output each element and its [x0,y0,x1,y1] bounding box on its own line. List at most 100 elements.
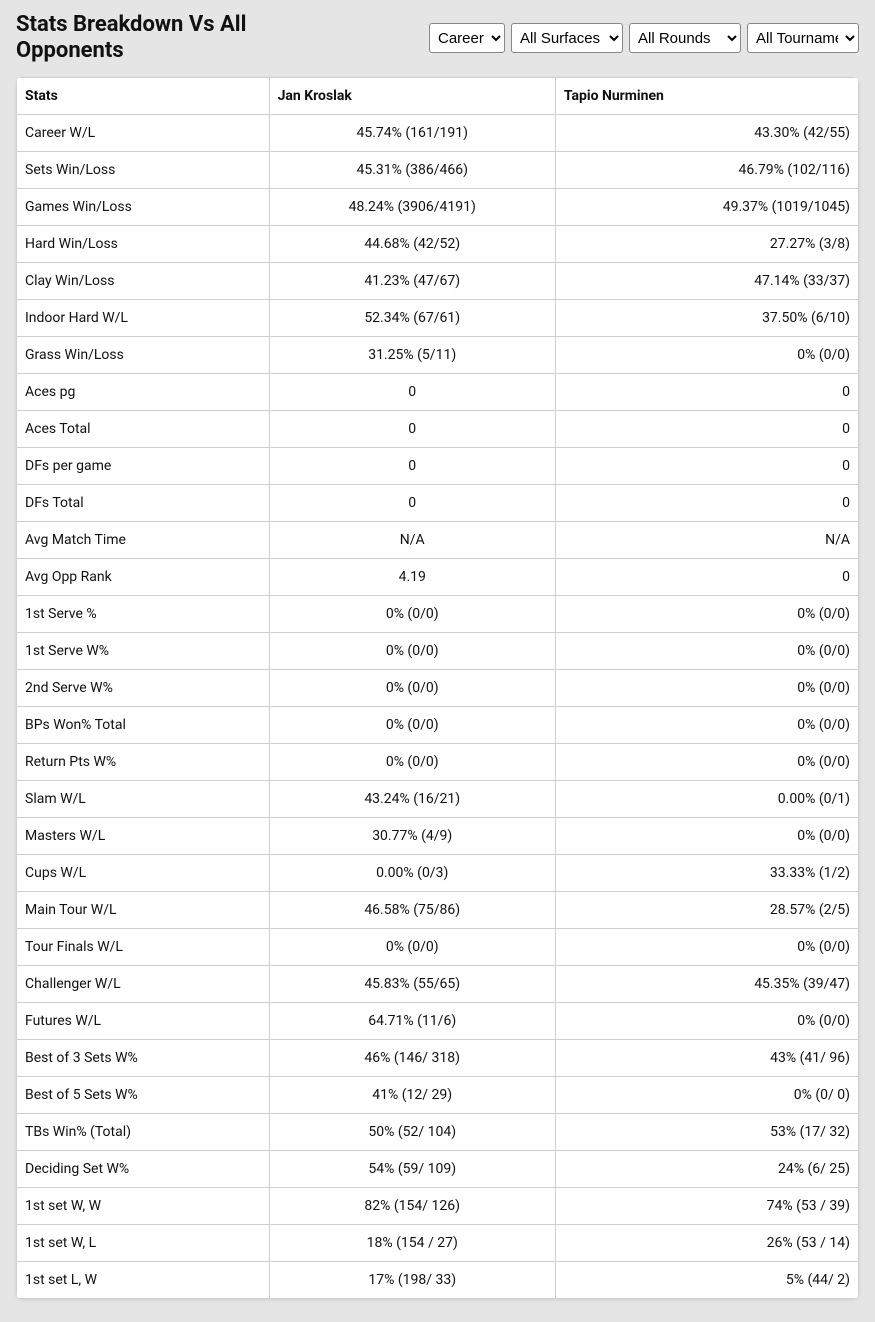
player1-value: 54% (59/ 109) [269,1150,555,1187]
player2-value: 46.79% (102/116) [555,151,858,188]
table-row: TBs Win% (Total)50% (52/ 104)53% (17/ 32… [17,1113,859,1150]
filter-bar: Career All Surfaces All Rounds All Tourn… [429,23,859,53]
stat-name: Challenger W/L [17,965,270,1002]
stat-name: Indoor Hard W/L [17,299,270,336]
stat-name: Career W/L [17,114,270,151]
player1-value: 41.23% (47/67) [269,262,555,299]
col-header-player2: Tapio Nurminen [555,77,858,114]
stat-name: Grass Win/Loss [17,336,270,373]
player1-value: 0 [269,373,555,410]
player2-value: 0 [555,558,858,595]
filter-round[interactable]: All Rounds [629,23,741,53]
stat-name: Best of 5 Sets W% [17,1076,270,1113]
player1-value: 45.83% (55/65) [269,965,555,1002]
stat-name: Masters W/L [17,817,270,854]
player1-value: 0% (0/0) [269,595,555,632]
player2-value: 37.50% (6/10) [555,299,858,336]
player1-value: 48.24% (3906/4191) [269,188,555,225]
table-row: Tour Finals W/L0% (0/0)0% (0/0) [17,928,859,965]
stat-name: 1st Serve % [17,595,270,632]
player2-value: 27.27% (3/8) [555,225,858,262]
stat-name: Cups W/L [17,854,270,891]
filter-tournament[interactable]: All Tournaments [747,23,859,53]
player1-value: 64.71% (11/6) [269,1002,555,1039]
player1-value: 0 [269,410,555,447]
table-row: Games Win/Loss48.24% (3906/4191)49.37% (… [17,188,859,225]
player1-value: 4.19 [269,558,555,595]
player2-value: 0% (0/ 0) [555,1076,858,1113]
player1-value: 30.77% (4/9) [269,817,555,854]
player2-value: 33.33% (1/2) [555,854,858,891]
table-row: Main Tour W/L46.58% (75/86)28.57% (2/5) [17,891,859,928]
table-row: Futures W/L64.71% (11/6)0% (0/0) [17,1002,859,1039]
player1-value: N/A [269,521,555,558]
table-row: Deciding Set W%54% (59/ 109)24% (6/ 25) [17,1150,859,1187]
player1-value: 45.31% (386/466) [269,151,555,188]
stats-card: Stats Jan Kroslak Tapio Nurminen Career … [16,77,859,1299]
table-header-row: Stats Jan Kroslak Tapio Nurminen [17,77,859,114]
stat-name: BPs Won% Total [17,706,270,743]
stat-name: DFs per game [17,447,270,484]
player1-value: 17% (198/ 33) [269,1261,555,1298]
player2-value: 0% (0/0) [555,595,858,632]
player1-value: 0% (0/0) [269,706,555,743]
table-row: Career W/L45.74% (161/191)43.30% (42/55) [17,114,859,151]
player2-value: 47.14% (33/37) [555,262,858,299]
player1-value: 0.00% (0/3) [269,854,555,891]
filter-period[interactable]: Career [429,23,505,53]
table-row: Masters W/L30.77% (4/9)0% (0/0) [17,817,859,854]
stat-name: Avg Opp Rank [17,558,270,595]
table-row: 1st Serve %0% (0/0)0% (0/0) [17,595,859,632]
player2-value: 0% (0/0) [555,1002,858,1039]
col-header-player1: Jan Kroslak [269,77,555,114]
stat-name: Return Pts W% [17,743,270,780]
stat-name: TBs Win% (Total) [17,1113,270,1150]
player1-value: 41% (12/ 29) [269,1076,555,1113]
table-row: Best of 3 Sets W%46% (146/ 318)43% (41/ … [17,1039,859,1076]
table-row: DFs Total00 [17,484,859,521]
table-row: Aces pg00 [17,373,859,410]
player1-value: 52.34% (67/61) [269,299,555,336]
player1-value: 18% (154 / 27) [269,1224,555,1261]
stat-name: Futures W/L [17,1002,270,1039]
player2-value: N/A [555,521,858,558]
player2-value: 0% (0/0) [555,336,858,373]
stat-name: DFs Total [17,484,270,521]
filter-surface[interactable]: All Surfaces [511,23,623,53]
player1-value: 43.24% (16/21) [269,780,555,817]
player1-value: 0% (0/0) [269,669,555,706]
table-row: 1st Serve W%0% (0/0)0% (0/0) [17,632,859,669]
stat-name: Slam W/L [17,780,270,817]
stat-name: Tour Finals W/L [17,928,270,965]
stat-name: Games Win/Loss [17,188,270,225]
table-row: Slam W/L43.24% (16/21)0.00% (0/1) [17,780,859,817]
table-row: 1st set W, W82% (154/ 126)74% (53 / 39) [17,1187,859,1224]
player2-value: 49.37% (1019/1045) [555,188,858,225]
player1-value: 0% (0/0) [269,632,555,669]
player2-value: 0% (0/0) [555,669,858,706]
stat-name: 1st Serve W% [17,632,270,669]
player2-value: 0% (0/0) [555,928,858,965]
player1-value: 46% (146/ 318) [269,1039,555,1076]
stat-name: 1st set W, L [17,1224,270,1261]
player2-value: 5% (44/ 2) [555,1261,858,1298]
table-row: 1st set W, L18% (154 / 27)26% (53 / 14) [17,1224,859,1261]
table-row: Sets Win/Loss45.31% (386/466)46.79% (102… [17,151,859,188]
stat-name: Aces pg [17,373,270,410]
stat-name: Hard Win/Loss [17,225,270,262]
col-header-stat: Stats [17,77,270,114]
table-row: Aces Total00 [17,410,859,447]
table-row: DFs per game00 [17,447,859,484]
stats-table: Stats Jan Kroslak Tapio Nurminen Career … [16,77,859,1299]
table-row: Grass Win/Loss31.25% (5/11)0% (0/0) [17,336,859,373]
stat-name: 2nd Serve W% [17,669,270,706]
table-row: Challenger W/L45.83% (55/65)45.35% (39/4… [17,965,859,1002]
player1-value: 44.68% (42/52) [269,225,555,262]
player2-value: 0% (0/0) [555,817,858,854]
stat-name: Sets Win/Loss [17,151,270,188]
player2-value: 53% (17/ 32) [555,1113,858,1150]
table-row: Return Pts W%0% (0/0)0% (0/0) [17,743,859,780]
page-title: Stats Breakdown Vs All Opponents [16,12,336,65]
player2-value: 0 [555,447,858,484]
player2-value: 0% (0/0) [555,632,858,669]
